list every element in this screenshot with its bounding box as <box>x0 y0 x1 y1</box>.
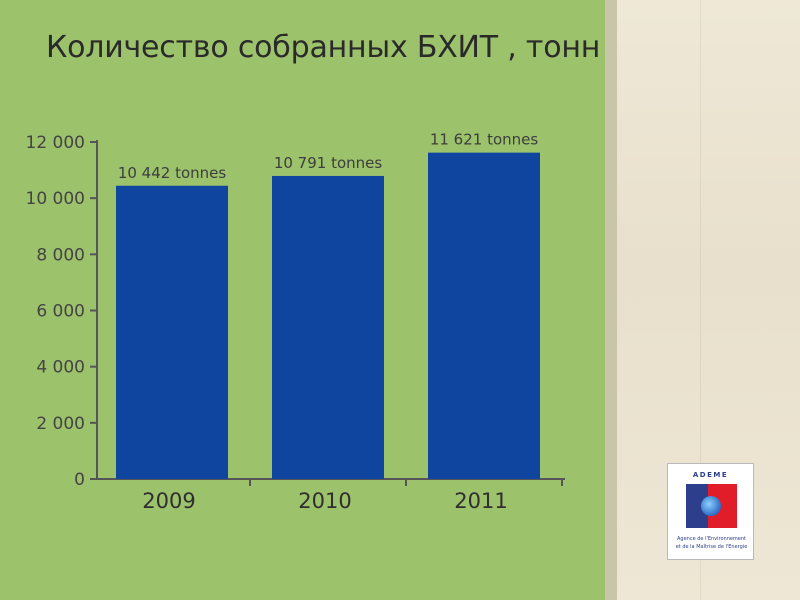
y-tick-label: 0 <box>74 470 85 490</box>
bar <box>116 185 228 479</box>
logo-blue-band <box>686 484 708 528</box>
bar-data-label: 11 621 tonnes <box>430 131 539 149</box>
x-category-label: 2011 <box>454 489 507 513</box>
bar-data-label: 10 791 tonnes <box>274 154 383 172</box>
bar <box>428 152 540 479</box>
paper-fold-line <box>700 0 701 600</box>
ademe-logo: ADEME Agence de l'Environnement et de la… <box>667 463 754 560</box>
y-tick-label: 4 000 <box>36 358 85 378</box>
bar <box>272 175 384 479</box>
bar-data-label: 10 442 tonnes <box>118 164 227 182</box>
logo-emblem <box>686 484 737 528</box>
y-tick-label: 6 000 <box>36 302 85 322</box>
logo-wordmark: ADEME <box>692 471 729 479</box>
y-tick-label: 10 000 <box>26 189 85 209</box>
y-tick-label: 2 000 <box>36 414 85 434</box>
x-category-label: 2009 <box>142 489 195 513</box>
logo-caption-line-2: et de la Maîtrise de l'Energie <box>675 544 748 550</box>
logo-caption: Agence de l'Environnement et de la Maîtr… <box>670 535 753 551</box>
x-category-label: 2010 <box>298 489 351 513</box>
panel-divider <box>605 0 617 600</box>
y-tick-label: 8 000 <box>36 245 85 265</box>
globe-icon <box>701 496 721 516</box>
y-tick-label: 12 000 <box>26 133 85 153</box>
logo-caption-line-1: Agence de l'Environnement <box>676 536 747 542</box>
slide-title: Количество собранных БХИТ , тонн <box>46 30 601 65</box>
